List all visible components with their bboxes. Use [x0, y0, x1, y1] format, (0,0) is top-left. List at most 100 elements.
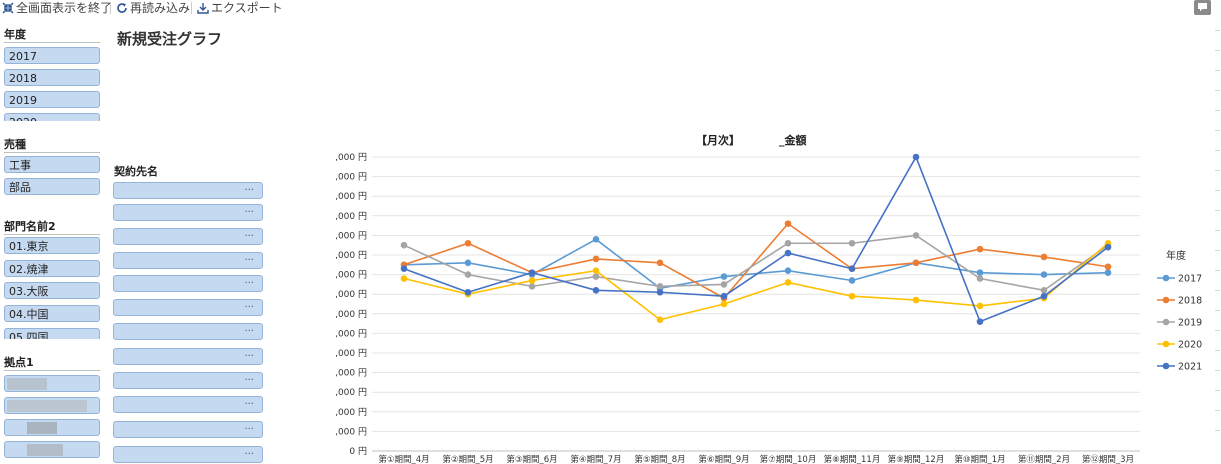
x-tick-label: 第①期間_4月	[378, 454, 429, 464]
data-point-2019	[528, 283, 536, 290]
department-item-chugoku[interactable]: 04.中国	[4, 305, 100, 322]
base-item[interactable]	[4, 441, 100, 458]
more-options-icon[interactable]: ···	[244, 231, 254, 242]
legend-label-2018: 2018	[1178, 296, 1202, 307]
data-point-2018	[464, 239, 472, 247]
contractor-item[interactable]: ···	[113, 348, 263, 365]
data-point-2020	[592, 267, 600, 274]
contractor-item[interactable]: ···	[113, 323, 263, 340]
toolbar-divider	[110, 2, 111, 14]
contractor-item[interactable]: ···	[113, 204, 263, 221]
redacted-text	[7, 400, 87, 412]
more-options-icon[interactable]: ···	[244, 185, 254, 196]
more-options-icon[interactable]: ···	[244, 424, 254, 435]
x-tick-label: 第⑥期間_9月	[698, 454, 749, 464]
base-item[interactable]	[4, 397, 100, 414]
data-point-2020	[656, 316, 664, 323]
chart-title-part1: 【月次】	[696, 133, 740, 147]
data-point-2017	[1104, 269, 1112, 276]
data-point-2019	[784, 239, 792, 247]
data-point-2018	[912, 259, 920, 267]
department-item-tokyo[interactable]: 01.東京	[4, 237, 100, 254]
series-line-2021	[403, 155, 1109, 323]
department-item-shikoku[interactable]: 05.四国	[4, 328, 100, 339]
more-options-icon[interactable]: ···	[244, 255, 254, 266]
data-point-2018	[528, 269, 536, 276]
year-item-2020[interactable]: 2020	[4, 113, 100, 121]
data-point-2017	[976, 269, 984, 276]
comment-button[interactable]	[1194, 0, 1211, 15]
contractor-item[interactable]: ···	[113, 372, 263, 389]
base-slicer-title: 拠点1	[4, 356, 34, 369]
data-point-2017	[464, 259, 472, 267]
department-slicer-title: 部門名前2	[4, 220, 56, 233]
reload-button[interactable]: 再読み込み	[116, 0, 190, 16]
y-tick-label: ,000 円	[335, 152, 367, 163]
department-item-yaizu[interactable]: 02.焼津	[4, 260, 100, 277]
slicer-divider	[4, 42, 100, 43]
more-options-icon[interactable]: ···	[244, 278, 254, 289]
contractor-item[interactable]: ···	[113, 299, 263, 316]
legend-label-2020: 2020	[1178, 340, 1202, 351]
data-point-2017	[784, 267, 792, 274]
contractor-item[interactable]: ···	[113, 252, 263, 269]
x-tick-label: 第⑨期間_12月	[888, 454, 945, 464]
more-options-icon[interactable]: ···	[244, 326, 254, 337]
y-tick-label: ,000 円	[335, 309, 367, 320]
data-point-2020	[528, 277, 536, 284]
y-tick-label: ,000 円	[335, 191, 367, 202]
contractor-item[interactable]: ···	[113, 275, 263, 292]
year-item-2019[interactable]: 2019	[4, 91, 100, 108]
y-tick-label: ,000 円	[335, 348, 367, 359]
exit-fullscreen-icon	[2, 2, 14, 14]
exit-fullscreen-button[interactable]: 全画面表示を終了	[2, 0, 112, 16]
sales-type-item-construction[interactable]: 工事	[4, 156, 100, 173]
data-point-2019	[912, 232, 920, 239]
year-item-2017[interactable]: 2017	[4, 47, 100, 64]
reload-icon	[117, 3, 127, 13]
data-point-2021	[848, 265, 856, 273]
year-item-2018[interactable]: 2018	[4, 69, 100, 86]
data-point-2021	[400, 265, 408, 273]
base-item[interactable]	[4, 419, 100, 436]
contractor-slicer-title: 契約先名	[114, 165, 158, 178]
contractor-item[interactable]: ···	[113, 228, 263, 245]
data-point-2017	[400, 261, 408, 269]
data-point-2021	[976, 318, 984, 325]
data-point-2017	[720, 273, 728, 280]
contractor-item[interactable]: ···	[113, 396, 263, 413]
contractor-item[interactable]: ···	[113, 446, 263, 463]
more-options-icon[interactable]: ···	[244, 351, 254, 362]
data-point-2021	[784, 249, 792, 257]
sales-type-slicer-title: 売種	[4, 138, 26, 151]
department-item-osaka[interactable]: 03.大阪	[4, 282, 100, 299]
sales-type-item-parts[interactable]: 部品	[4, 178, 100, 195]
more-options-icon[interactable]: ···	[244, 302, 254, 313]
contractor-item[interactable]: ···	[113, 421, 263, 438]
more-options-icon[interactable]: ···	[244, 449, 254, 460]
data-point-2020	[400, 275, 408, 282]
x-tick-label: 第⑫期間_3月	[1082, 454, 1134, 464]
data-point-2019	[720, 281, 728, 288]
more-options-icon[interactable]: ···	[244, 375, 254, 386]
page-title: 新規受注グラフ	[117, 30, 223, 48]
base-item[interactable]	[4, 375, 100, 392]
data-point-2018	[848, 265, 856, 273]
more-options-icon[interactable]: ···	[244, 207, 254, 218]
data-point-2020	[912, 296, 920, 304]
y-tick-label: ,000 円	[335, 211, 367, 222]
reload-label: 再読み込み	[130, 1, 191, 15]
export-label: エクスポート	[211, 1, 283, 15]
y-tick-label: ,000 円	[335, 289, 367, 300]
download-icon	[197, 3, 209, 14]
data-point-2018	[784, 220, 792, 227]
slicer-divider	[4, 370, 100, 371]
x-tick-label: 第⑤期間_8月	[634, 454, 685, 464]
redacted-text	[27, 422, 57, 434]
y-tick-label: ,000 円	[335, 270, 367, 281]
export-button[interactable]: エクスポート	[197, 0, 283, 16]
data-point-2021	[592, 286, 600, 294]
contractor-item[interactable]: ···	[113, 182, 263, 199]
data-point-2017	[848, 277, 856, 284]
more-options-icon[interactable]: ···	[244, 399, 254, 410]
